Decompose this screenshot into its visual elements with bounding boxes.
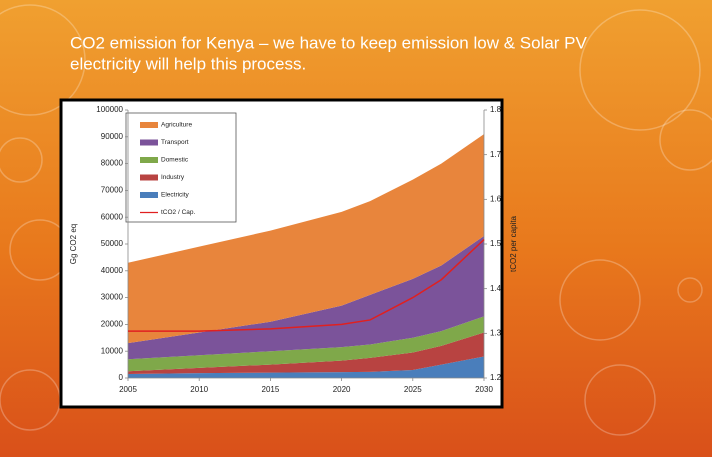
- y-tick-label: 50000: [101, 239, 124, 248]
- slide-title-2: electricity will help this process.: [70, 54, 306, 73]
- y-tick-label: 60000: [101, 212, 124, 221]
- area: [128, 235, 484, 360]
- legend-swatch: [140, 122, 158, 128]
- legend-label: Industry: [161, 174, 185, 181]
- y-tick-label: 70000: [101, 186, 124, 195]
- y2-tick-label: 1.7: [490, 150, 502, 159]
- area: [128, 134, 484, 344]
- y-tick-label: 20000: [101, 320, 124, 329]
- legend-swatch: [140, 192, 158, 198]
- y2-tick-label: 1.6: [490, 194, 502, 203]
- y2-tick-label: 1.8: [490, 105, 502, 114]
- y-tick-label: 40000: [101, 266, 124, 275]
- x-tick-label: 2010: [190, 385, 208, 394]
- legend-swatch: [140, 139, 158, 146]
- legend-label: Transport: [161, 139, 189, 146]
- y2-tick-label: 1.3: [490, 328, 502, 337]
- y2-axis-label: tCO2 per capita: [509, 215, 518, 272]
- y-axis-label: Gg CO2 eq: [69, 224, 78, 264]
- legend-swatch: [140, 174, 158, 181]
- legend-box: [125, 112, 237, 223]
- area: [128, 332, 484, 374]
- y-tick-label: 10000: [101, 346, 124, 355]
- slide-title-1: CO2 emission for Kenya – we have to keep…: [70, 33, 588, 52]
- x-tick-label: 2025: [404, 385, 422, 394]
- y-tick-label: 90000: [101, 132, 124, 141]
- legend-label: tCO2 / Cap.: [161, 209, 196, 216]
- line: [128, 238, 485, 332]
- legend-swatch: [140, 157, 158, 163]
- legend-label: Electricity: [161, 192, 190, 199]
- y-tick-label: 30000: [101, 293, 124, 302]
- x-tick-label: 2015: [262, 385, 280, 394]
- area: [128, 316, 484, 372]
- y2-tick-label: 1.4: [490, 284, 502, 293]
- y2-tick-label: 1.5: [490, 239, 502, 248]
- y-tick-label: 80000: [101, 159, 124, 168]
- area: [128, 356, 484, 378]
- x-tick-label: 2005: [119, 385, 137, 394]
- legend-label: Agriculture: [161, 122, 192, 129]
- y-tick-label: 0: [119, 373, 124, 382]
- x-tick-label: 2030: [475, 385, 493, 394]
- legend-label: Domestic: [161, 157, 189, 164]
- y2-tick-label: 1.2: [490, 373, 502, 382]
- y-tick-label: 100000: [96, 105, 123, 114]
- x-tick-label: 2020: [333, 385, 351, 394]
